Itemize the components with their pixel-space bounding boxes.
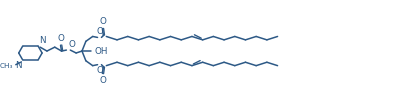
Text: O: O [99,17,106,26]
Text: CH₃: CH₃ [0,63,13,69]
Text: OH: OH [95,47,108,56]
Text: O: O [68,40,75,49]
Text: O: O [58,34,64,43]
Text: N: N [39,36,45,45]
Text: O: O [96,66,103,75]
Text: N: N [15,61,22,70]
Text: O: O [96,27,103,36]
Text: O: O [99,76,106,85]
